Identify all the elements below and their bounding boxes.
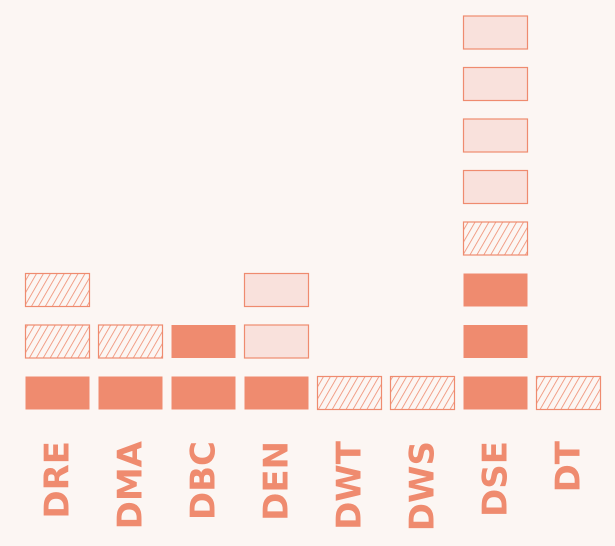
cell-dws-hatched-1	[389, 375, 456, 411]
cell-dwt-hatched-1	[316, 375, 383, 411]
tick-label-dma: DMA	[111, 440, 151, 529]
cell-den-solid-1	[244, 376, 309, 410]
cell-dre-hatched-1	[24, 324, 91, 359]
tick-label-dbc: DBC	[184, 441, 224, 520]
cell-den-light-1	[243, 324, 310, 359]
cell-dma-hatched-1	[97, 324, 164, 359]
cell-den-light-2	[243, 272, 310, 308]
chart-cells	[24, 15, 602, 411]
cell-dse-solid-2	[463, 325, 528, 358]
cell-dse-hatched-1	[462, 221, 529, 256]
tick-label-dws: DWS	[403, 441, 443, 531]
cell-dt-hatched-1	[535, 375, 602, 411]
tick-label-den: DEN	[257, 441, 297, 521]
cell-dre-hatched-2	[24, 272, 91, 308]
cell-dbc-solid-2	[171, 325, 236, 358]
cell-dse-light-1	[462, 169, 529, 205]
cell-dse-light-2	[462, 118, 529, 153]
cell-dma-solid-1	[98, 376, 163, 410]
cell-dbc-solid-1	[171, 376, 236, 410]
cell-dre-solid-1	[25, 376, 90, 410]
cell-dse-light-4	[462, 15, 529, 50]
category-labels: DRE DMA DBC DEN DWT DWS DSE DT	[38, 440, 589, 531]
cell-dse-solid-1	[463, 376, 528, 410]
cell-dse-solid-3	[463, 273, 528, 307]
tick-label-dse: DSE	[476, 441, 516, 517]
cell-dse-light-3	[462, 66, 529, 102]
tick-label-dt: DT	[549, 440, 589, 492]
tick-label-dre: DRE	[38, 441, 78, 519]
tick-label-dwt: DWT	[330, 440, 370, 530]
